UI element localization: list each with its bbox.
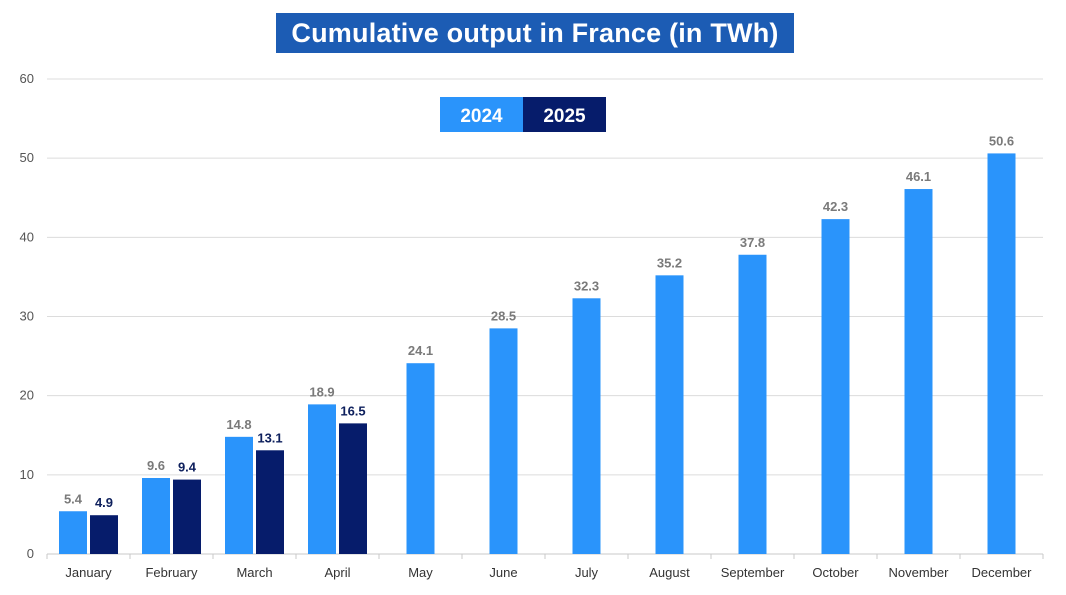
data-label-2024-april: 18.9 — [309, 384, 334, 399]
x-tick-label: August — [649, 565, 690, 580]
y-tick-label: 20 — [20, 388, 34, 403]
y-tick-label: 30 — [20, 309, 34, 324]
data-label-2024-january: 5.4 — [64, 491, 83, 506]
bar-2024-october — [821, 219, 850, 554]
data-label-2024-december: 50.6 — [989, 133, 1014, 148]
data-label-2025-january: 4.9 — [95, 495, 113, 510]
data-label-2024-october: 42.3 — [823, 199, 848, 214]
data-label-2025-april: 16.5 — [340, 403, 365, 418]
legend: 2024 2025 — [440, 97, 606, 132]
y-tick-label: 10 — [20, 467, 34, 482]
bar-2025-february — [173, 479, 201, 554]
bar-2024-july — [572, 298, 601, 554]
data-label-2024-september: 37.8 — [740, 235, 765, 250]
x-tick-label: May — [408, 565, 433, 580]
y-tick-label: 0 — [27, 546, 34, 561]
bar-2024-june — [489, 328, 518, 554]
y-axis: 0 10 20 30 40 50 60 — [20, 71, 34, 561]
bar-2024-january — [59, 511, 87, 554]
data-label-2024-august: 35.2 — [657, 255, 682, 270]
x-tick-label: September — [721, 565, 785, 580]
x-tick-label: November — [889, 565, 950, 580]
bars — [59, 153, 1016, 554]
bar-2024-april — [308, 404, 336, 554]
data-label-2024-march: 14.8 — [226, 417, 251, 432]
legend-label-2024: 2024 — [460, 106, 503, 127]
x-tick-label: January — [65, 565, 112, 580]
bar-2024-march — [225, 436, 253, 554]
x-tick-label: December — [972, 565, 1033, 580]
data-labels: 5.4 4.9 9.6 9.4 14.8 13.1 18.9 16.5 24.1 28.5 32.3… — [64, 133, 1014, 510]
data-label-2024-february: 9.6 — [147, 458, 165, 473]
bar-2025-january — [90, 515, 118, 554]
bar-2025-april — [339, 423, 367, 554]
x-axis: January February March April May June July Augu… — [46, 554, 1044, 580]
x-tick-label: April — [324, 565, 350, 580]
bar-2024-august — [655, 275, 684, 554]
legend-label-2025: 2025 — [543, 106, 586, 127]
data-label-2025-march: 13.1 — [257, 430, 282, 445]
data-label-2024-may: 24.1 — [408, 343, 433, 358]
x-tick-label: February — [145, 565, 198, 580]
chart-title: Cumulative output in France (in TWh) — [276, 13, 794, 53]
x-tick-label: June — [489, 565, 517, 580]
legend-swatch-2024 — [440, 97, 523, 132]
x-tick-label: October — [812, 565, 859, 580]
y-tick-label: 50 — [20, 150, 34, 165]
data-label-2024-june: 28.5 — [491, 308, 516, 323]
bar-2024-november — [904, 189, 933, 554]
bar-2025-march — [256, 450, 284, 554]
data-label-2025-february: 9.4 — [178, 460, 197, 475]
bar-2024-december — [987, 153, 1016, 554]
x-tick-label: July — [575, 565, 599, 580]
bar-2024-february — [142, 478, 170, 554]
data-label-2024-july: 32.3 — [574, 278, 599, 293]
y-tick-label: 60 — [20, 71, 34, 86]
data-label-2024-november: 46.1 — [906, 169, 931, 184]
bar-2024-may — [406, 363, 435, 554]
bar-2024-september — [738, 254, 767, 554]
legend-swatch-2025 — [523, 97, 606, 132]
x-tick-label: March — [236, 565, 272, 580]
y-tick-label: 40 — [20, 229, 34, 244]
